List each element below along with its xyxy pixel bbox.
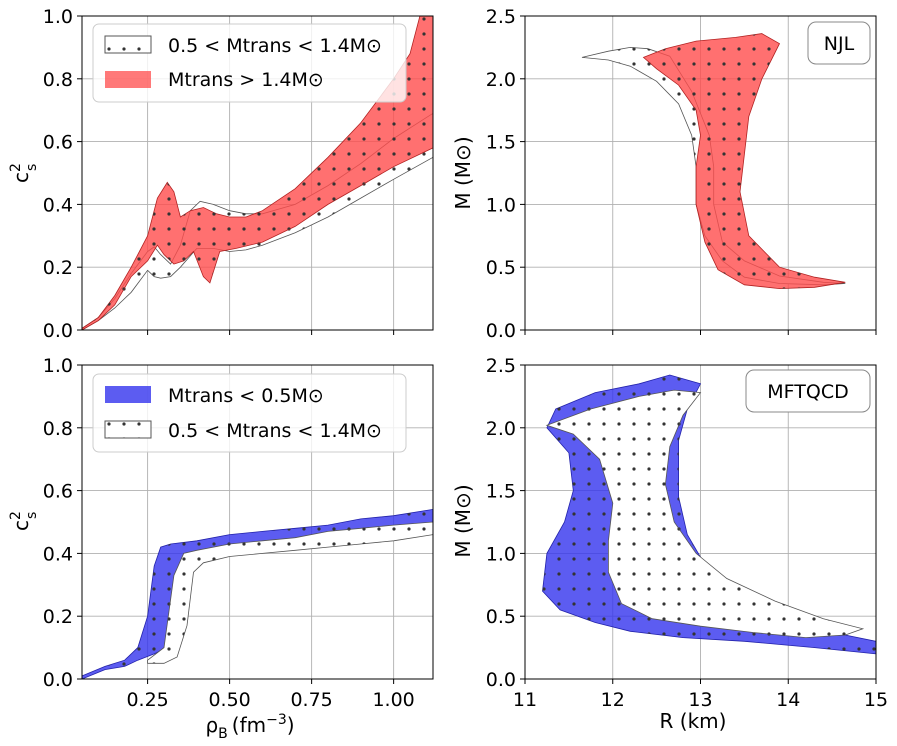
panel-bottom-left: 0.0 0.2 0.4 0.6 0.8 1.0 0.25 0.50 0.75 1.00 [43,355,434,711]
annotation-box [807,21,871,65]
tick-label-y: 1.0 [43,355,73,377]
tick-label-y: 0.2 [43,606,73,628]
tick-label-y: 0.4 [43,543,73,565]
legend-swatch-blue [105,386,151,403]
axes-frame [81,15,434,331]
plot-area [82,16,433,330]
legend-label-low: Mtrans < 0.5M⊙ [168,385,324,407]
tick-label-y: 2.0 [486,69,516,91]
tick-label-y: 2.5 [486,6,516,28]
series-band-dots [643,33,846,289]
series-band-dots [82,16,433,330]
series-band-dots [147,522,433,664]
tick-label-y: 0.4 [43,194,73,216]
legend-label-high: Mtrans > 1.4M⊙ [168,69,324,91]
ylabel-bottom-right: M (M⊙) [451,484,475,557]
tick-label-x: 0.25 [126,689,168,711]
ylabel-top-right: M (M⊙) [451,136,475,209]
tick-label-y: 0.8 [43,69,73,91]
tick-label-y: 0.0 [486,320,516,342]
legend-swatch-dots [105,421,151,438]
tick-label-y: 1.0 [43,6,73,28]
annotation-njl: NJL [807,21,871,65]
tick-label-x: 14 [776,689,800,711]
legend-label-mid: 0.5 < Mtrans < 1.4M⊙ [168,35,382,57]
plot-area [542,374,876,655]
xlabel-bottom-left: ρB (fm−3) [205,712,294,742]
panel-top-left: 0.0 0.2 0.4 0.6 0.8 1.0 [43,6,434,342]
tick-label-x: 11 [513,689,537,711]
tick-label-y: 1.0 [486,194,516,216]
tick-label-y: 0.8 [43,418,73,440]
tick-label-x: 0.75 [290,689,332,711]
tick-label-y: 0.2 [43,257,73,279]
tick-label-x: 13 [688,689,712,711]
tick-label-y: 0.0 [43,320,73,342]
legend-bottom-left: Mtrans < 0.5M⊙ 0.5 < Mtrans < 1.4M⊙ [92,373,407,453]
tick-label-y: 0.5 [486,257,516,279]
tick-label-x: 15 [864,689,888,711]
legend-box [92,373,407,453]
annotation-text: MFTQCD [767,381,848,403]
series-band-dots [82,509,433,679]
series-band-dots [546,390,863,638]
axes-frame [81,364,434,680]
tick-label-y: 0.0 [43,669,73,691]
axes-frame [524,364,877,680]
legend-label-mid: 0.5 < Mtrans < 1.4M⊙ [168,420,382,442]
tick-label-y: 2.0 [486,418,516,440]
panel-bottom-right: 0.0 0.5 1.0 1.5 2.0 2.5 11 12 13 14 15 [486,355,888,711]
tick-label-y: 1.5 [486,481,516,503]
legend-swatch-red [105,71,151,88]
tick-label-y: 0.5 [486,606,516,628]
tick-label-x: 1.00 [372,689,414,711]
legend-top-left: 0.5 < Mtrans < 1.4M⊙ Mtrans > 1.4M⊙ [92,23,407,103]
axes-frame [524,15,877,331]
tick-label-y: 1.5 [486,132,516,154]
tick-label-y: 0.6 [43,481,73,503]
tick-label-x: 12 [601,689,625,711]
tick-label-y: 2.5 [486,355,516,377]
tick-label-x: 0.50 [208,689,250,711]
annotation-mftqcd: MFTQCD [745,369,871,413]
legend-box [92,23,407,103]
ylabel-bottom-left: c2s [8,511,40,531]
ylabel-top-left: c2s [8,163,40,183]
plot-area [82,508,433,679]
tick-label-y: 0.6 [43,132,73,154]
xlabel-bottom-right: R (km) [660,709,727,733]
legend-swatch-dots [105,36,151,53]
annotation-box [745,369,871,413]
tick-label-y: 1.0 [486,543,516,565]
tick-label-y: 0.0 [486,669,516,691]
plot-area [581,33,846,290]
annotation-text: NJL [824,33,855,55]
panel-top-right: 0.0 0.5 1.0 1.5 2.0 2.5 [486,6,877,342]
